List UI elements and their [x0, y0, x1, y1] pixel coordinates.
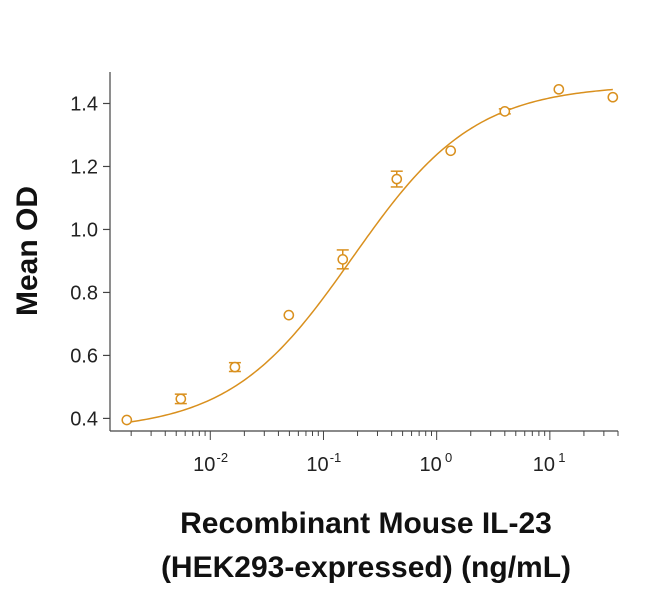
y-ticks: 0.4 0.6 0.8 1.0 1.2 1.4: [70, 93, 110, 430]
y-tick-label: 0.4: [70, 408, 98, 430]
data-point-marker: [175, 393, 187, 405]
y-axis-title: Mean OD: [11, 186, 44, 316]
data-point: [283, 309, 295, 321]
x-tick-exponent: -1: [330, 450, 342, 465]
data-point-marker: [391, 173, 403, 185]
fit-curve: [126, 88, 613, 424]
y-tick-label: 0.8: [70, 282, 98, 304]
y-tick-label: 0.6: [70, 345, 98, 367]
x-tick-exponent: 1: [558, 450, 565, 465]
data-point-marker: [445, 145, 457, 157]
data-points: [121, 83, 619, 426]
data-point-marker: [337, 254, 349, 265]
data-point-marker: [121, 414, 133, 426]
x-axis-title-line1: Recombinant Mouse IL-23: [180, 507, 552, 540]
data-point: [390, 170, 403, 188]
data-point: [228, 361, 241, 373]
data-point-marker: [499, 106, 511, 117]
y-tick-label: 1.0: [70, 219, 98, 241]
y-tick-label: 1.2: [70, 156, 98, 178]
x-axis-title-line2: (HEK293-expressed) (ng/mL): [161, 551, 571, 584]
data-point: [445, 145, 457, 157]
data-point-marker: [607, 91, 619, 103]
x-tick-label: 10: [306, 454, 328, 476]
data-point: [174, 393, 187, 405]
data-point-marker: [283, 309, 295, 321]
x-tick-label: 10: [533, 454, 555, 476]
x-tick-exponent: 0: [445, 450, 452, 465]
axes: [109, 72, 618, 432]
x-tick-label: 10: [193, 454, 215, 476]
data-point: [553, 83, 565, 95]
data-point: [336, 249, 349, 270]
data-point-marker: [229, 361, 241, 373]
data-point-marker: [553, 83, 565, 95]
y-tick-label: 1.4: [70, 93, 98, 115]
data-point: [121, 414, 133, 426]
x-tick-label: 10: [420, 454, 442, 476]
x-tick-exponent: -2: [217, 450, 229, 465]
x-ticks: 10 -2 10 -1 10 0 10 1: [130, 431, 619, 476]
data-point: [498, 106, 511, 117]
data-point: [607, 91, 619, 103]
